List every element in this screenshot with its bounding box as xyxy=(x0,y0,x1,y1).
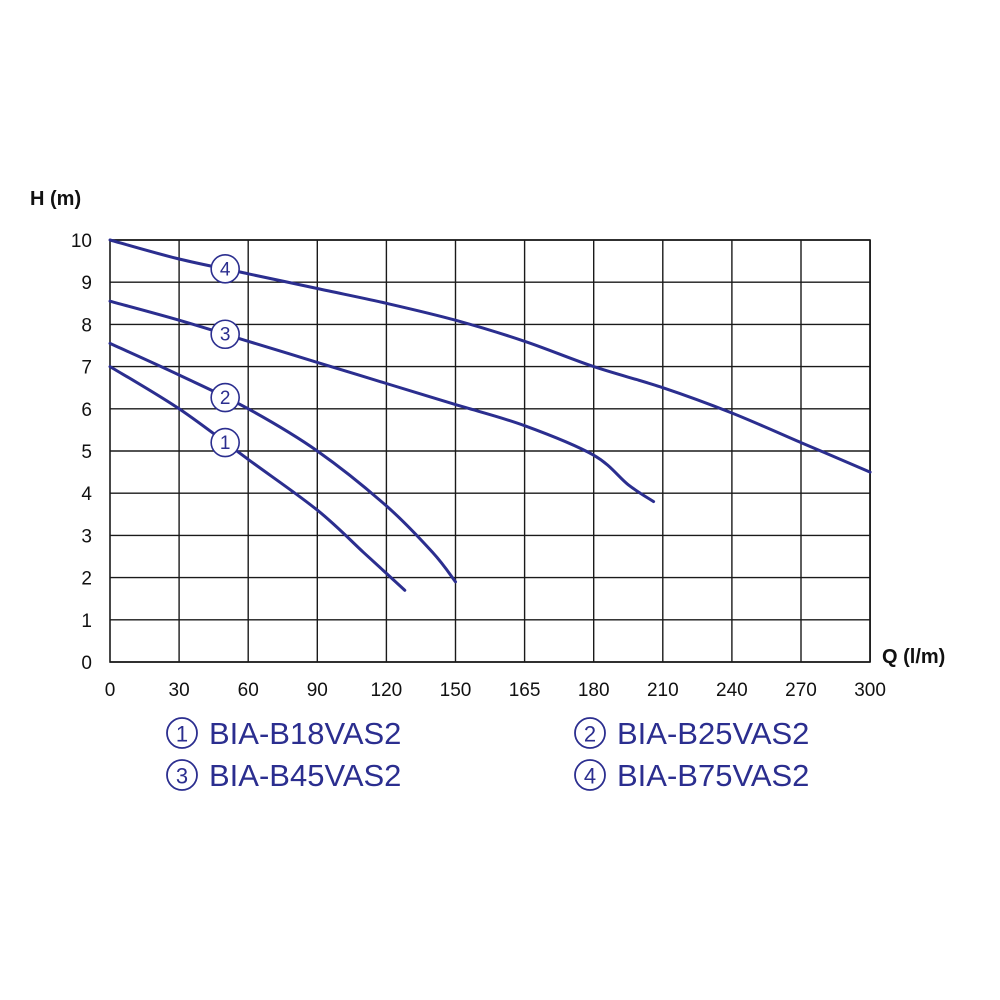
x-tick-label: 180 xyxy=(578,680,610,701)
legend-marker-number: 1 xyxy=(176,722,188,747)
y-tick-label: 6 xyxy=(81,400,92,421)
curve-marker-number: 2 xyxy=(220,388,231,409)
x-tick-label: 30 xyxy=(169,680,190,701)
curve-marker-4: 4 xyxy=(210,254,240,284)
axis-tick-labels: 0 30 60 90 120 150 165 180 210 240 270 300012345678… xyxy=(71,231,886,701)
curve-marker-2: 2 xyxy=(210,382,240,413)
series-markers: 1 2 3 4 xyxy=(210,254,240,458)
y-tick-label: 0 xyxy=(81,653,92,674)
y-tick-label: 7 xyxy=(81,358,92,379)
x-tick-label: 300 xyxy=(854,680,886,701)
legend-label: BIA-B25VAS2 xyxy=(617,716,809,751)
x-tick-label: 240 xyxy=(716,680,748,701)
y-tick-label: 5 xyxy=(81,442,92,463)
legend-marker-number: 4 xyxy=(584,764,596,789)
y-tick-label: 4 xyxy=(81,484,92,505)
series-curve-1 xyxy=(108,365,407,592)
x-tick-label: 60 xyxy=(238,680,259,701)
plot-frame xyxy=(109,239,871,663)
legend: 1 BIA-B18VAS2 2 BIA-B25VAS2 3 BIA-B45VAS2 4 BIA… xyxy=(166,716,809,793)
legend-item: 2 BIA-B25VAS2 xyxy=(574,716,809,751)
curve-marker-1: 1 xyxy=(210,427,240,458)
y-tick-label: 3 xyxy=(81,526,92,547)
curve-marker-number: 1 xyxy=(220,433,231,454)
legend-label: BIA-B75VAS2 xyxy=(617,758,809,793)
y-tick-label: 2 xyxy=(81,569,92,590)
legend-marker-circle xyxy=(574,717,606,749)
curve-marker-number: 3 xyxy=(220,325,231,346)
x-tick-label: 165 xyxy=(509,680,541,701)
x-tick-label: 90 xyxy=(307,680,328,701)
legend-item: 3 BIA-B45VAS2 xyxy=(166,758,401,793)
y-axis-title: H (m) xyxy=(30,188,81,210)
curve-marker-3: 3 xyxy=(210,319,240,350)
legend-marker-circle xyxy=(166,717,198,749)
y-tick-label: 9 xyxy=(81,273,92,294)
y-tick-label: 8 xyxy=(81,315,92,336)
curve-marker-circle xyxy=(210,427,240,458)
curve-marker-circle xyxy=(210,254,240,284)
y-tick-label: 10 xyxy=(71,231,92,252)
legend-label: BIA-B18VAS2 xyxy=(209,716,401,751)
x-tick-label: 0 xyxy=(105,680,116,701)
legend-marker-circle xyxy=(166,759,198,791)
legend-marker-number: 3 xyxy=(176,764,188,789)
x-tick-label: 120 xyxy=(371,680,403,701)
x-tick-label: 150 xyxy=(440,680,472,701)
y-tick-label: 1 xyxy=(81,611,92,632)
legend-marker-number: 2 xyxy=(584,722,596,747)
legend-item: 1 BIA-B18VAS2 xyxy=(166,716,401,751)
curve-marker-circle xyxy=(210,382,240,413)
legend-marker-circle xyxy=(574,759,606,791)
curve-marker-circle xyxy=(210,319,240,350)
legend-label: BIA-B45VAS2 xyxy=(209,758,401,793)
series-curve-2 xyxy=(108,341,457,584)
series-curves xyxy=(108,238,872,592)
x-axis-title: Q (l/m) xyxy=(882,646,945,668)
series-curve-4 xyxy=(108,238,872,474)
legend-item: 4 BIA-B75VAS2 xyxy=(574,758,809,793)
curve-marker-number: 4 xyxy=(220,259,231,280)
x-tick-label: 210 xyxy=(647,680,679,701)
series-curve-3 xyxy=(108,299,656,504)
x-tick-label: 270 xyxy=(785,680,817,701)
